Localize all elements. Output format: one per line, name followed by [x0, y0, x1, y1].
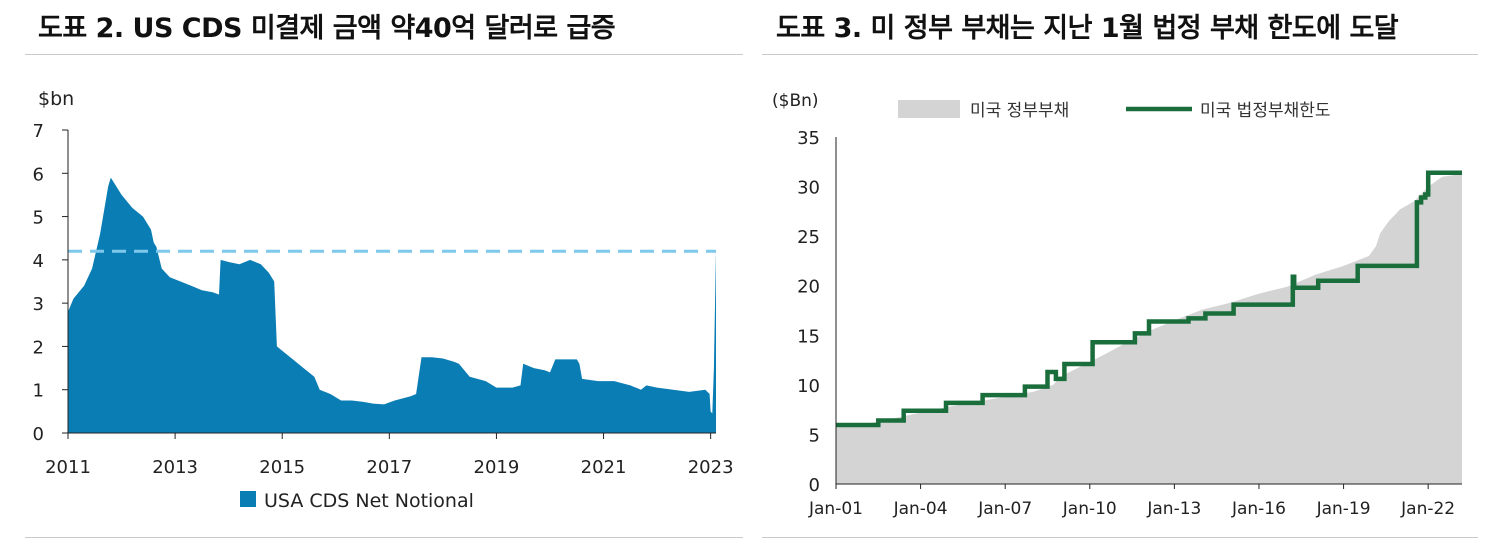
x-tick-label: 2017 — [366, 457, 412, 478]
legend-swatch-usa-cds — [240, 491, 256, 507]
y-tick-label: 30 — [797, 178, 820, 199]
x-tick-label: 2015 — [259, 457, 305, 478]
cds-notional-chart: $bn 0 1 2 3 4 5 6 7 2011 2013 2015 2017 2019 2021 2023 U… — [33, 88, 734, 512]
x-tick-label: 2019 — [474, 457, 520, 478]
series-area-usa-cds — [68, 177, 716, 433]
y-tick-label: 5 — [809, 425, 820, 446]
y-axis-unit-label: $bn — [38, 88, 74, 110]
y-tick-label: 2 — [33, 337, 44, 358]
left-title-rule — [25, 54, 743, 55]
right-title-rule — [762, 54, 1478, 55]
y-tick-label: 4 — [33, 251, 44, 272]
y-tick-label: 15 — [797, 326, 820, 347]
y-tick-label: 3 — [33, 294, 44, 315]
y-axis-unit-label: ($Bn) — [772, 91, 819, 111]
series-area-government-debt — [836, 172, 1462, 484]
x-tick-label: 2021 — [581, 457, 627, 478]
x-tick-label: Jan-13 — [1146, 499, 1201, 519]
y-tick-label: 0 — [809, 475, 820, 496]
y-tick-label: 20 — [797, 277, 820, 298]
y-tick-label: 7 — [33, 121, 44, 142]
y-tick-label: 25 — [797, 227, 820, 248]
x-tick-label: 2023 — [688, 457, 734, 478]
left-chart-title: 도표 2. US CDS 미결제 금액 약40억 달러로 급증 — [38, 13, 616, 44]
legend-label-debt-ceiling: 미국 법정부채한도 — [1200, 101, 1331, 121]
x-tick-label: Jan-01 — [808, 499, 863, 519]
y-tick-label: 35 — [797, 128, 820, 149]
x-tick-label: Jan-10 — [1062, 499, 1117, 519]
x-tick-label: 2013 — [152, 457, 198, 478]
y-tick-label: 1 — [33, 381, 44, 402]
x-tick-label: Jan-07 — [977, 499, 1032, 519]
x-tick-label: 2011 — [45, 457, 91, 478]
y-tick-label: 10 — [797, 376, 820, 397]
y-tick-label: 0 — [33, 424, 44, 445]
x-tick-label: Jan-04 — [893, 499, 948, 519]
y-tick-label: 6 — [33, 164, 44, 185]
debt-ceiling-chart: ($Bn) 0 5 10 15 20 25 30 35 Jan-01 Jan-04 Jan-07 Jan… — [772, 91, 1462, 519]
x-tick-label: Jan-22 — [1400, 499, 1455, 519]
right-chart-title: 도표 3. 미 정부 부채는 지난 1월 법정 부채 한도에 도달 — [776, 13, 1399, 44]
x-tick-label: Jan-16 — [1231, 499, 1286, 519]
series-line-debt-ceiling — [836, 170, 1462, 428]
legend-label-government-debt: 미국 정부부채 — [970, 101, 1069, 121]
x-tick-label: Jan-19 — [1316, 499, 1371, 519]
right-bottom-rule — [762, 537, 1478, 538]
y-tick-label: 5 — [33, 208, 44, 229]
legend-swatch-government-debt — [898, 100, 960, 118]
legend-label-usa-cds: USA CDS Net Notional — [264, 490, 474, 512]
left-bottom-rule — [25, 537, 743, 538]
